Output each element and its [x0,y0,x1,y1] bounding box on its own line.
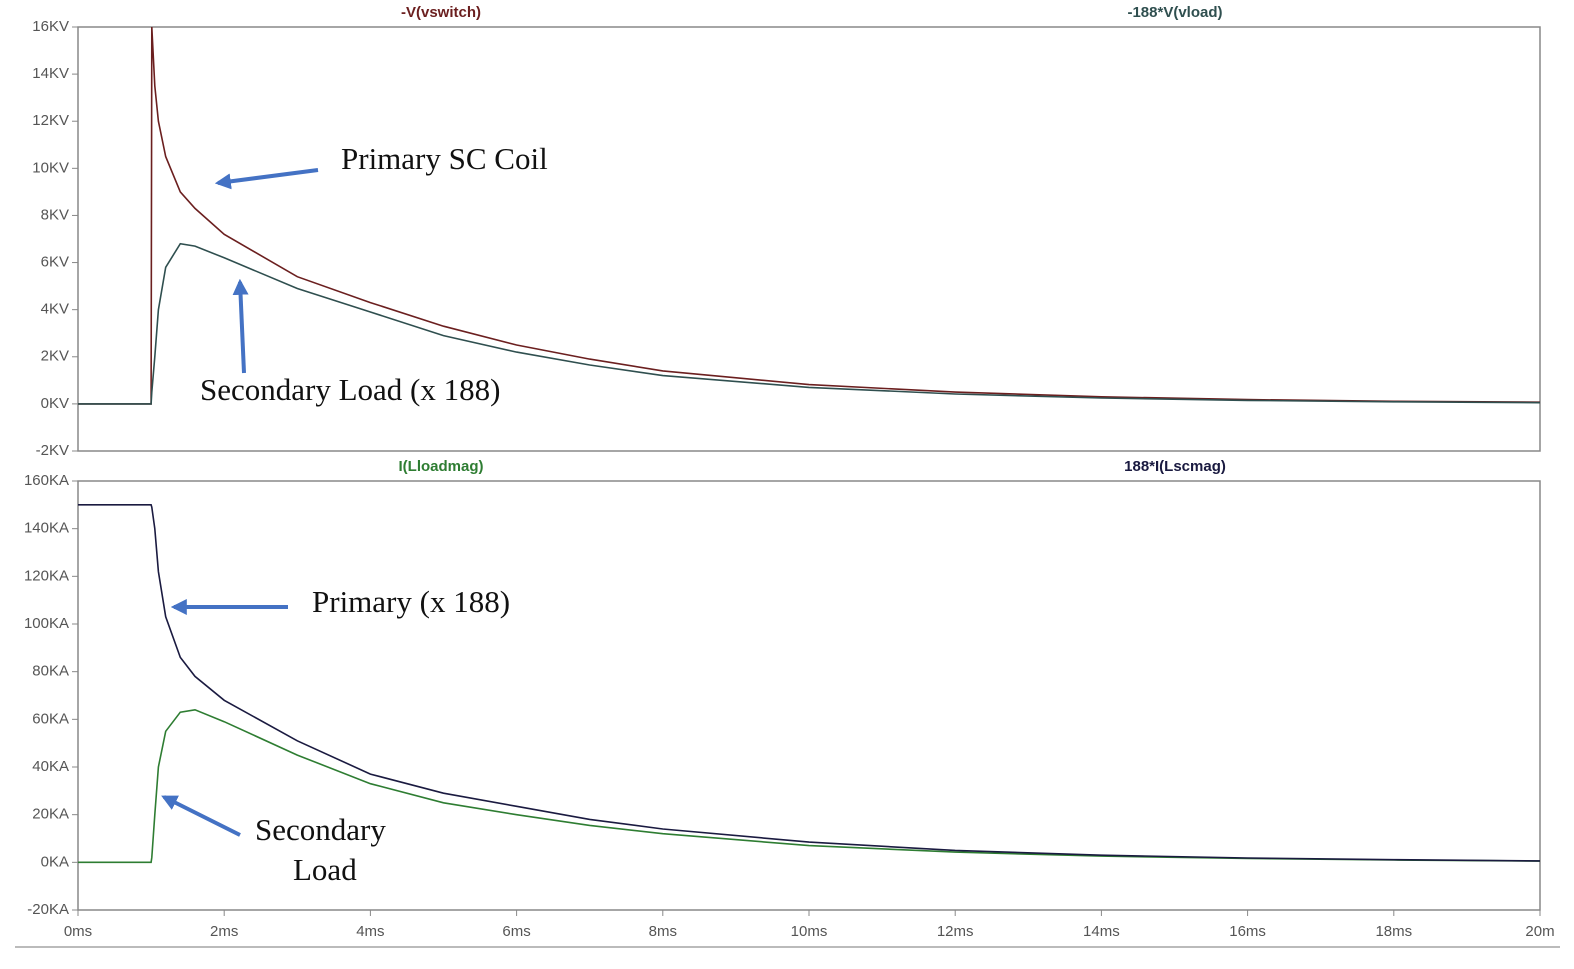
y-tick-label: 80KA [32,663,69,680]
y-tick-label: 60KA [32,710,69,727]
y-tick-label: 8KV [41,206,69,223]
arrow [214,168,319,190]
y-tick-label: 0KV [41,395,69,412]
legend-entry: 188*I(Lscmag) [1124,458,1226,475]
y-tick-label: 10KV [32,159,69,176]
series-line [78,26,1541,405]
x-tick-label: 6ms [502,923,530,940]
arrow [232,278,249,374]
y-tick-label: -20KA [27,901,69,918]
y-tick-label: 40KA [32,758,69,775]
legend-entry: -V(vswitch) [401,4,481,21]
x-tick-label: 14ms [1083,923,1120,940]
annotation: Load [293,852,357,887]
y-tick-label: 0KA [41,853,69,870]
legend-entry: I(Lloadmag) [399,458,484,475]
y-tick-label: -2KV [36,442,69,459]
x-tick-label: 16ms [1229,923,1266,940]
y-tick-label: 120KA [24,567,69,584]
series-line [78,708,1541,864]
y-tick-label: 20KA [32,806,69,823]
series-line [78,242,1541,405]
x-tick-label: 10ms [791,923,828,940]
x-tick-label: 4ms [356,923,384,940]
arrow [161,795,241,837]
x-tick-label: 2ms [210,923,238,940]
annotation: Secondary Load (x 188) [200,372,500,407]
annotation: Primary SC Coil [341,141,548,176]
y-tick-label: 160KA [24,472,69,489]
plot-frame [77,26,1541,452]
y-tick-label: 12KV [32,112,69,129]
x-tick-label: 18ms [1375,923,1412,940]
x-tick-label: 12ms [937,923,974,940]
y-tick-label: 2KV [41,348,69,365]
y-tick-label: 14KV [32,65,69,82]
y-tick-label: 16KV [32,18,69,35]
y-tick-label: 100KA [24,615,69,632]
x-tick-label: 20m [1525,923,1554,940]
y-tick-label: 140KA [24,520,69,537]
annotation: Secondary [255,812,386,847]
x-tick-label: 8ms [649,923,677,940]
series-line [78,504,1541,862]
x-tick-label: 0ms [64,923,92,940]
annotation: Primary (x 188) [312,584,510,619]
y-tick-label: 4KV [41,301,69,318]
legend-entry: -188*V(vload) [1127,4,1222,21]
y-tick-label: 6KV [41,254,69,271]
